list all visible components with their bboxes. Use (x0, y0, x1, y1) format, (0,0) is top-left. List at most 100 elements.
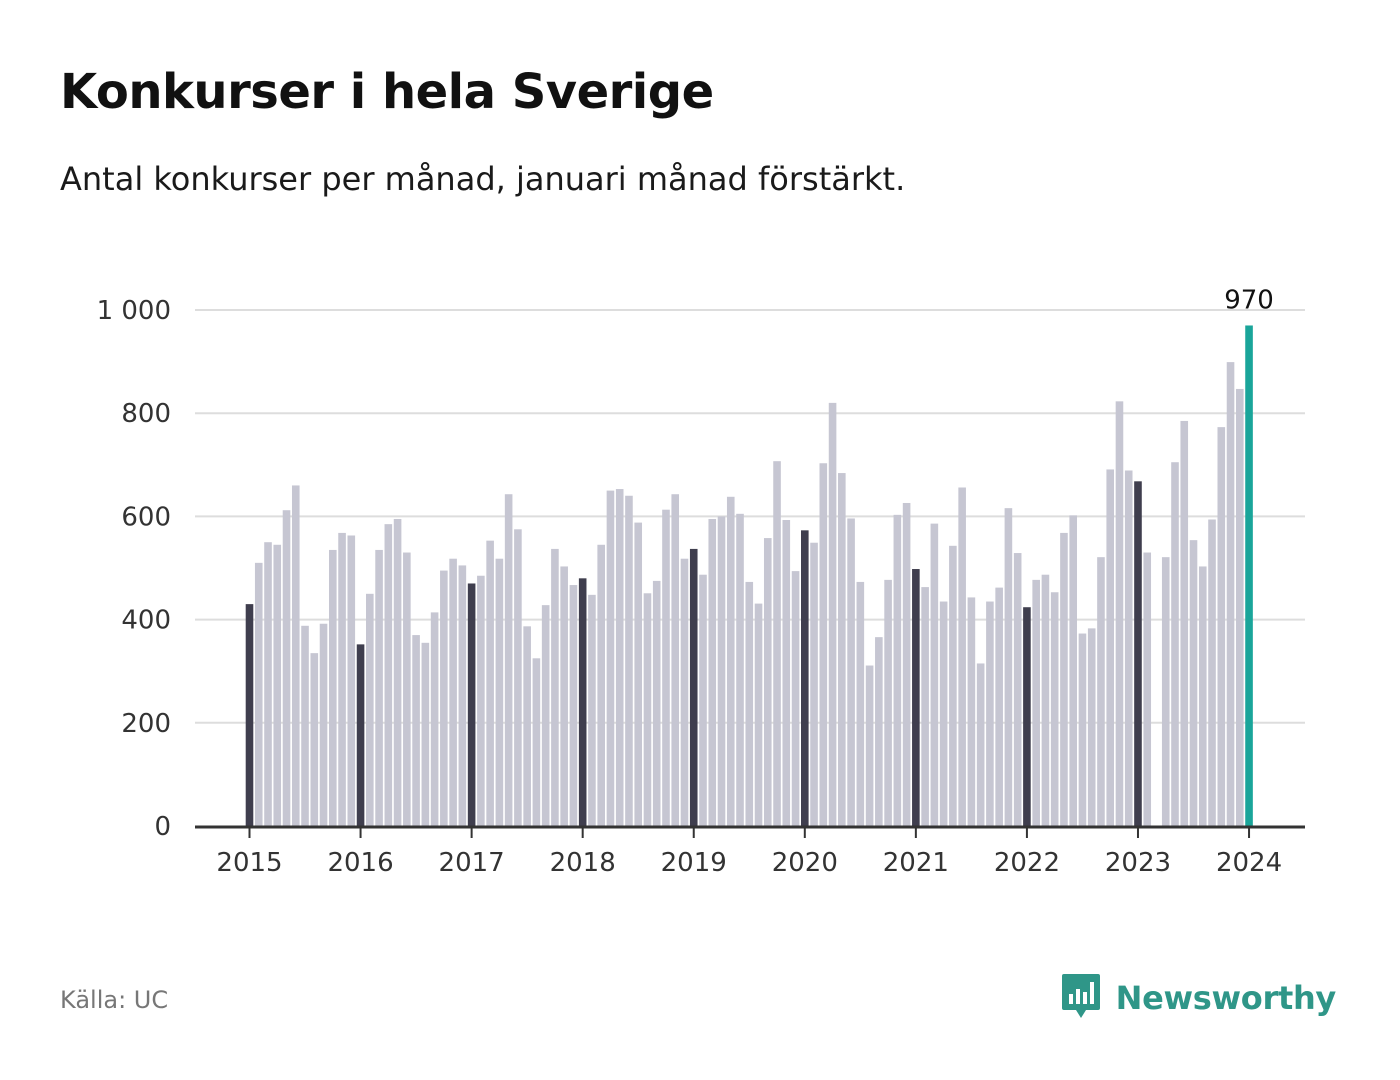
bar-january (467, 583, 476, 826)
bar (1208, 519, 1216, 826)
bar (430, 612, 439, 826)
bars (245, 325, 1253, 826)
bar (986, 601, 994, 826)
bar (366, 593, 374, 826)
bar (810, 542, 818, 826)
brand-logo[interactable]: Newsworthy (1060, 972, 1336, 1024)
bar (976, 663, 985, 826)
bar (847, 518, 855, 826)
bar (1087, 628, 1096, 826)
source-note: Källa: UC (60, 986, 169, 1014)
x-tick-label: 2020 (772, 848, 838, 878)
bar (1198, 566, 1207, 826)
bar (301, 625, 309, 826)
x-tick-label: 2018 (550, 848, 616, 878)
bar (1097, 557, 1105, 826)
bar (514, 529, 522, 826)
bar (1032, 579, 1040, 826)
bar (643, 593, 652, 826)
bar (967, 597, 976, 826)
chart-title: Konkurser i hela Sverige (60, 64, 714, 120)
bar (615, 489, 624, 826)
bar (939, 601, 948, 826)
y-tick-label: 0 (154, 812, 171, 842)
bar-january (578, 578, 587, 826)
bar-january (356, 644, 365, 826)
bar (1124, 470, 1133, 826)
bar (1106, 469, 1115, 826)
bar (1078, 633, 1087, 826)
bar (838, 473, 846, 826)
bar (477, 575, 485, 826)
bar (375, 549, 383, 826)
bar (865, 665, 874, 826)
bar-january (1134, 481, 1142, 826)
bar (319, 623, 328, 826)
bar (856, 581, 865, 826)
bar (523, 626, 531, 826)
bar-latest (1245, 325, 1253, 826)
bar (652, 580, 661, 826)
bar (412, 635, 420, 826)
bar (551, 548, 559, 826)
bar (1171, 462, 1179, 826)
bar (949, 545, 957, 826)
bar (1161, 557, 1170, 826)
bar (504, 494, 513, 826)
y-axis-tick-labels: 0 200 400 600 800 1 000 (97, 296, 171, 842)
bar (958, 487, 966, 826)
bar (1180, 420, 1189, 826)
bar (884, 579, 892, 826)
x-tick-label: 2017 (439, 848, 505, 878)
bar (254, 562, 263, 826)
bar (902, 502, 911, 826)
bar (421, 642, 430, 826)
bar (930, 523, 939, 826)
bar (995, 587, 1003, 826)
data-labels: 970 (1224, 285, 1274, 315)
bar (560, 566, 568, 826)
bar (1189, 540, 1198, 826)
x-axis-tick-labels: 2015 2016 2017 2018 2019 2020 2021 2022 2023 2024 (216, 828, 1282, 878)
bar (662, 509, 670, 826)
bar (532, 658, 541, 826)
x-tick-label: 2019 (661, 848, 727, 878)
bar (310, 653, 319, 826)
bar (699, 574, 707, 826)
bar-january (245, 604, 254, 826)
bar (736, 513, 744, 826)
bar (819, 463, 828, 826)
y-tick-label: 800 (121, 399, 171, 429)
bar (393, 518, 402, 826)
x-tick-label: 2022 (994, 848, 1060, 878)
bar (264, 542, 272, 826)
bar-january (801, 530, 809, 826)
bar (329, 549, 337, 826)
bar (606, 490, 615, 826)
latest-value-label: 970 (1224, 285, 1274, 315)
bar (1013, 553, 1022, 826)
bar (541, 605, 550, 826)
bar-january (689, 548, 698, 826)
y-tick-label: 400 (121, 606, 171, 636)
bar (671, 494, 680, 826)
bar-january (1023, 607, 1031, 826)
bar (1060, 532, 1068, 826)
bar (893, 514, 902, 826)
bar (486, 540, 494, 826)
x-tick-label: 2016 (327, 848, 393, 878)
bar (1041, 574, 1050, 826)
bar (291, 485, 300, 826)
bar (449, 558, 457, 826)
bar (588, 594, 596, 826)
y-tick-label: 200 (121, 709, 171, 739)
y-tick-label: 1 000 (97, 296, 171, 326)
bar (745, 581, 754, 826)
bar (1069, 515, 1077, 826)
bar (273, 544, 282, 826)
bar (440, 570, 448, 826)
bar (1004, 508, 1013, 826)
bar (717, 516, 726, 826)
bar (921, 587, 929, 826)
